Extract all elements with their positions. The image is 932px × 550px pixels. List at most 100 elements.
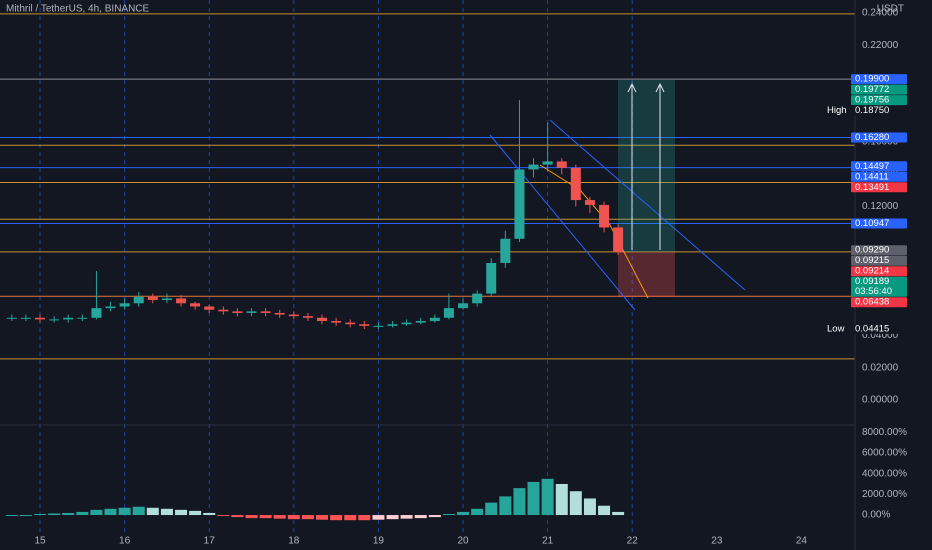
y-tick-label: 0.24000 bbox=[862, 8, 899, 19]
price-tag-label: 0.19756 bbox=[855, 95, 889, 106]
price-tag-caption-box bbox=[822, 105, 850, 116]
candle-body bbox=[63, 317, 74, 320]
histogram-bar bbox=[76, 511, 89, 516]
histogram-bar bbox=[583, 498, 596, 516]
x-tick-label: 24 bbox=[796, 536, 808, 547]
histogram-bar bbox=[612, 511, 625, 516]
histogram-bar bbox=[471, 508, 484, 516]
candle-body bbox=[429, 317, 440, 322]
price-tag-label: 0.19772 bbox=[855, 84, 889, 95]
y2-tick-label: 6000.00% bbox=[862, 448, 907, 459]
candle-body bbox=[288, 314, 299, 317]
candle-body bbox=[161, 298, 172, 301]
candle-body bbox=[246, 311, 257, 313]
drawings bbox=[489, 80, 746, 311]
candle-body bbox=[302, 316, 313, 318]
histogram-bar bbox=[231, 515, 244, 518]
price-tag bbox=[851, 323, 907, 334]
histogram-bar bbox=[132, 506, 145, 516]
price-tag bbox=[851, 218, 907, 229]
price-tag bbox=[851, 182, 907, 193]
candle-body bbox=[528, 164, 539, 170]
y-tick-label: 0.00000 bbox=[862, 395, 899, 406]
x-tick-label: 21 bbox=[542, 536, 554, 547]
candle-body bbox=[49, 319, 60, 321]
symbol-title: Mithril / TetherUS, 4h, BINANCE bbox=[6, 4, 150, 15]
price-tag-label: 0.10947 bbox=[855, 218, 889, 229]
price-tag-label: 0.04415 bbox=[855, 323, 889, 334]
candle-body bbox=[542, 161, 553, 165]
arrow-head bbox=[655, 82, 665, 93]
candle-body bbox=[415, 321, 426, 323]
x-tick-label: 18 bbox=[288, 536, 300, 547]
histogram-bar bbox=[598, 505, 611, 516]
histogram-bar bbox=[160, 508, 173, 516]
currency-label: USDT bbox=[877, 4, 904, 15]
price-tag-caption-box bbox=[822, 323, 850, 334]
histogram-bar bbox=[442, 513, 455, 516]
price-tag-caption: Low bbox=[827, 323, 845, 334]
trend-line bbox=[489, 134, 636, 311]
price-tag-label: 0.06438 bbox=[855, 297, 889, 308]
histogram-bar bbox=[146, 507, 159, 516]
price-tag-label: 0.13491 bbox=[855, 182, 889, 193]
candle-body bbox=[204, 306, 215, 310]
histogram-bar bbox=[372, 515, 385, 520]
countdown-label: 03:56:40 bbox=[855, 286, 892, 297]
histogram-bar bbox=[189, 510, 202, 516]
price-tag bbox=[851, 105, 907, 116]
position-profit-zone bbox=[618, 80, 675, 252]
x-tick-label: 17 bbox=[204, 536, 216, 547]
candle-body bbox=[260, 311, 271, 313]
price-tag-caption: High bbox=[827, 105, 847, 116]
price-tag-label: 0.09189 bbox=[855, 276, 889, 287]
histogram-bar bbox=[62, 512, 75, 516]
candle-body bbox=[486, 262, 497, 294]
price-tag bbox=[851, 95, 907, 106]
histogram-bar bbox=[569, 491, 582, 516]
candle-body bbox=[232, 311, 243, 313]
candle-body bbox=[176, 298, 187, 304]
candle-body bbox=[472, 293, 483, 304]
candle-body bbox=[77, 317, 88, 319]
candle-body bbox=[20, 317, 31, 319]
candle-body bbox=[147, 296, 158, 301]
histogram-bar bbox=[513, 488, 526, 516]
histogram-bar bbox=[541, 478, 554, 516]
price-tag bbox=[851, 245, 907, 256]
candle-body bbox=[599, 204, 610, 228]
histogram-bar bbox=[485, 502, 498, 516]
histogram-bar bbox=[104, 508, 117, 516]
candle-body bbox=[6, 317, 17, 319]
price-tag bbox=[851, 84, 907, 95]
y-tick-label: 0.22000 bbox=[862, 40, 899, 51]
histogram-bar bbox=[400, 515, 413, 519]
y-tick-label: 0.02000 bbox=[862, 362, 899, 373]
y2-tick-label: 0.00% bbox=[862, 510, 890, 521]
x-tick-label: 20 bbox=[457, 536, 469, 547]
candle-body bbox=[316, 317, 327, 322]
histogram-bar bbox=[527, 481, 540, 516]
x-tick-label: 15 bbox=[34, 536, 46, 547]
price-tag-label: 0.14411 bbox=[855, 171, 889, 182]
histogram-bar bbox=[358, 515, 371, 521]
price-tag bbox=[851, 161, 907, 172]
price-tag-label: 0.09215 bbox=[855, 255, 889, 266]
histogram-bar bbox=[217, 515, 230, 517]
y2-tick-label: 2000.00% bbox=[862, 489, 907, 500]
candle-body bbox=[105, 306, 116, 309]
x-tick-label: 19 bbox=[373, 536, 385, 547]
histogram-bar bbox=[457, 511, 470, 516]
position-loss-zone bbox=[618, 252, 675, 297]
y-tick-label: 0.04000 bbox=[862, 330, 899, 341]
y2-tick-label: 4000.00% bbox=[862, 468, 907, 479]
histogram-bar bbox=[414, 515, 427, 519]
candle-body bbox=[190, 303, 201, 307]
y2-tick-label: 8000.00% bbox=[862, 427, 907, 438]
candle-body bbox=[91, 308, 102, 318]
candle-body bbox=[274, 312, 285, 315]
path-drawing bbox=[539, 164, 649, 299]
price-tag bbox=[851, 276, 907, 297]
